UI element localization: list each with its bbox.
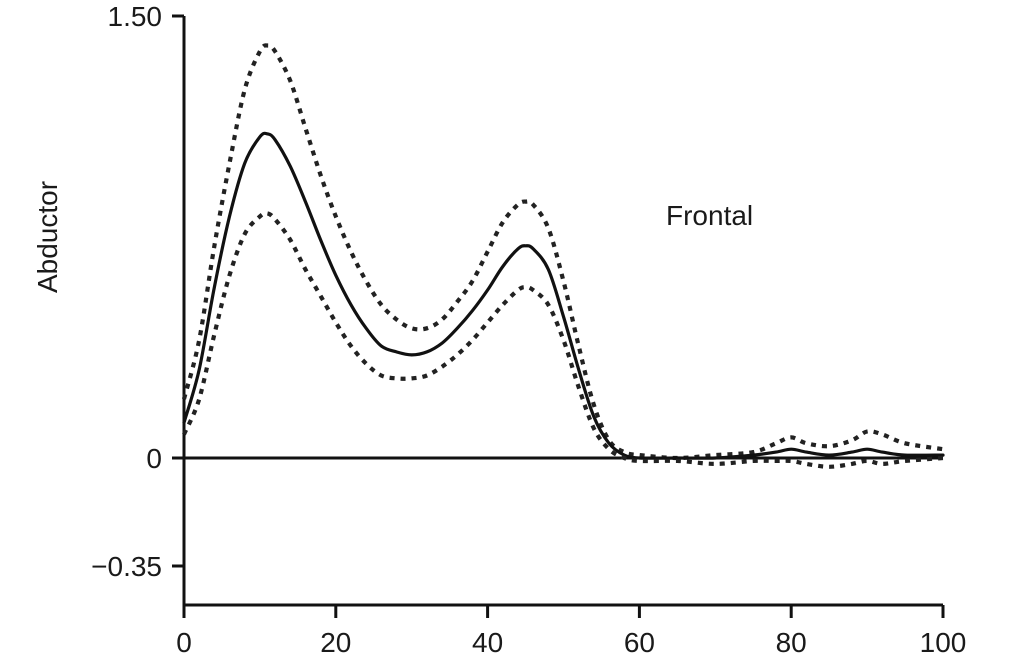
x-tick-label: 80 [776, 627, 807, 658]
upper-bound-line [181, 43, 944, 461]
y-tick-label: 0 [146, 443, 162, 474]
y-tick-label: −0.35 [91, 551, 162, 582]
x-tick-label: 40 [472, 627, 503, 658]
y-tick-label: 1.50 [108, 1, 163, 32]
axes [182, 16, 943, 607]
y-axis-label: Abductor [32, 181, 63, 293]
ticks: 0 20 40 60 80 100 1.50 0 −0.35 [91, 1, 966, 658]
x-tick-label: 100 [920, 627, 967, 658]
x-tick-label: 20 [320, 627, 351, 658]
x-tick-label: 60 [624, 627, 655, 658]
lower-bound-line [182, 211, 944, 469]
series-layer [181, 43, 945, 469]
frontal-annotation: Frontal [666, 200, 753, 231]
x-tick-label: 0 [176, 627, 192, 658]
mean-line [182, 131, 945, 460]
